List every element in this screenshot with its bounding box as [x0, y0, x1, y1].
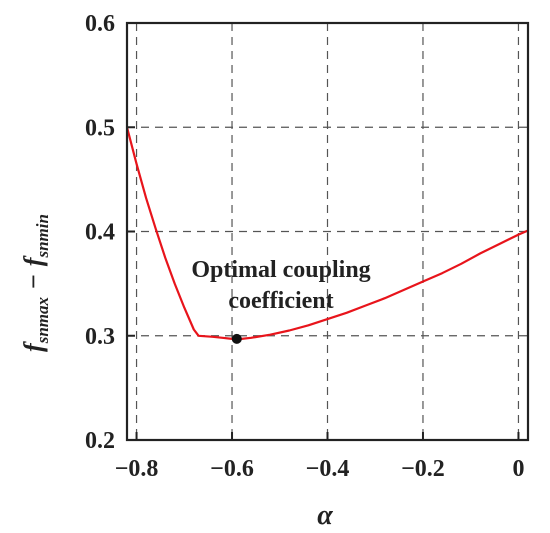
- y-tick-label-4: 0.6: [85, 11, 115, 37]
- axis-ticks: [127, 22, 520, 441]
- y-title-sub-2: snmin: [33, 214, 52, 258]
- grid-lines: [127, 23, 528, 440]
- series-line: [125, 127, 529, 340]
- x-tick-label-1: −0.6: [210, 456, 254, 482]
- annotation-line-2: coefficient: [228, 288, 333, 314]
- x-tick-label-4: 0: [512, 456, 524, 482]
- x-axis-title: α: [317, 500, 333, 531]
- x-tick-label-3: −0.2: [401, 456, 445, 482]
- x-tick-label-0: −0.8: [115, 456, 159, 482]
- y-tick-label-0: 0.2: [85, 428, 115, 454]
- y-tick-label-2: 0.4: [85, 220, 115, 246]
- y-tick-label-1: 0.3: [85, 324, 115, 350]
- y-axis-title: fsnmax−fsnmin: [19, 214, 52, 352]
- x-tick-labels: −0.8 −0.6 −0.4 −0.2 0: [115, 456, 525, 482]
- y-tick-label-3: 0.5: [85, 115, 115, 141]
- y-title-operator: −: [19, 274, 48, 289]
- y-title-base-1: f: [19, 341, 48, 352]
- y-title-base-2: f: [19, 255, 48, 266]
- y-title-sub-1: snmax: [33, 297, 52, 345]
- y-tick-labels: 0.2 0.3 0.4 0.5 0.6: [85, 11, 115, 454]
- annotation-line-1: Optimal coupling: [191, 257, 370, 283]
- data-points: [231, 333, 242, 344]
- x-tick-label-2: −0.4: [306, 456, 350, 482]
- optimal-point-0: [231, 333, 242, 344]
